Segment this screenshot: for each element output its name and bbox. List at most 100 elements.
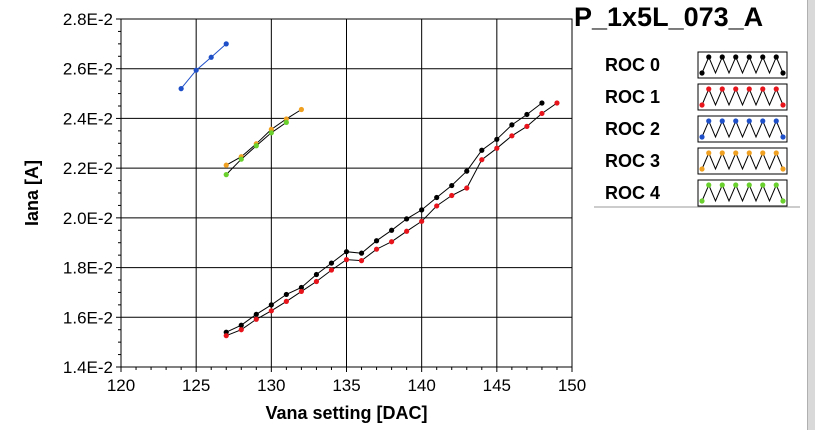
y-tick-label: 2.8E-2 — [63, 10, 113, 29]
series-1 — [223, 100, 560, 339]
data-point — [358, 258, 365, 264]
data-point — [238, 156, 244, 162]
data-point — [313, 271, 320, 278]
legend-label: ROC 4 — [605, 183, 660, 203]
data-point — [253, 143, 259, 149]
x-tick-label: 130 — [257, 376, 285, 395]
legend-swatch-marker — [780, 70, 786, 76]
data-point — [328, 260, 335, 266]
x-tick-label: 125 — [182, 376, 210, 395]
legend-swatch-line — [701, 183, 784, 203]
legend-swatch-marker — [699, 166, 705, 172]
legend-swatch-marker — [699, 198, 705, 204]
data-point — [178, 86, 184, 92]
legend-swatch-marker — [760, 150, 766, 156]
data-point — [298, 106, 304, 113]
data-point — [404, 216, 410, 222]
x-tick-label: 140 — [407, 376, 435, 395]
data-point — [434, 203, 440, 209]
legend-swatch-marker — [760, 182, 766, 188]
data-point — [223, 172, 229, 178]
x-tick-label: 120 — [107, 376, 135, 395]
legend-swatch-marker — [773, 150, 779, 156]
legend-item-roc-4[interactable]: ROC 4 — [605, 179, 788, 207]
legend-swatch-marker — [733, 118, 739, 124]
legend-swatch-marker — [780, 102, 786, 108]
data-point — [238, 322, 244, 328]
data-point — [479, 147, 485, 153]
data-point — [223, 41, 229, 47]
window-edge — [807, 0, 815, 430]
series-layer — [178, 41, 560, 339]
legend-swatch-marker — [746, 118, 752, 124]
legend-swatch-marker — [699, 70, 705, 76]
y-tick-label: 2.4E-2 — [63, 109, 113, 128]
legend-label: ROC 2 — [605, 119, 660, 139]
legend-swatch-marker — [733, 182, 739, 188]
series-4 — [223, 119, 289, 178]
data-point — [509, 122, 515, 128]
data-point — [253, 316, 259, 322]
data-point — [343, 257, 350, 263]
data-point — [464, 185, 470, 191]
data-point — [283, 298, 289, 304]
data-point — [208, 54, 214, 60]
data-point — [268, 308, 274, 314]
y-tick-label: 1.4E-2 — [63, 358, 113, 377]
legend-swatch-marker — [719, 118, 725, 124]
legend-swatch-marker — [773, 118, 779, 124]
y-axis-label: Iana [A] — [22, 160, 42, 226]
legend-item-roc-3[interactable]: ROC 3 — [605, 147, 788, 175]
data-point — [554, 100, 560, 106]
data-point — [389, 227, 395, 233]
legend-swatch-marker — [706, 118, 712, 124]
series-line — [225, 109, 302, 166]
data-point — [419, 218, 425, 224]
data-point — [479, 157, 485, 163]
legend-label: ROC 3 — [605, 151, 660, 171]
y-tick-label: 1.8E-2 — [63, 259, 113, 278]
legend-swatch-marker — [733, 150, 739, 156]
legend-swatch-marker — [706, 182, 712, 188]
legend-item-roc-0[interactable]: ROC 0 — [605, 51, 788, 79]
legend-swatch-marker — [760, 54, 766, 60]
legend-label: ROC 0 — [605, 55, 660, 75]
legend-swatch-marker — [746, 54, 752, 60]
legend-swatch-marker — [760, 86, 766, 92]
x-tick-label: 135 — [332, 376, 360, 395]
legend-swatch-marker — [706, 54, 712, 60]
series-0 — [223, 100, 545, 335]
x-tick-label: 150 — [558, 376, 586, 395]
legend-label: ROC 1 — [605, 87, 660, 107]
data-point — [223, 333, 229, 339]
data-point — [343, 249, 350, 255]
legend-swatch-marker — [746, 182, 752, 188]
legend-swatch-marker — [773, 54, 779, 60]
series-line — [180, 43, 227, 89]
legend-swatch-marker — [760, 118, 766, 124]
data-point — [268, 302, 274, 308]
data-point — [253, 311, 259, 317]
data-point — [539, 100, 545, 106]
x-axis-label: Vana setting [DAC] — [265, 403, 427, 423]
y-tick-label: 2.2E-2 — [63, 159, 113, 178]
legend-swatch-line — [701, 151, 784, 171]
legend-swatch-marker — [746, 86, 752, 92]
legend-swatch-line — [701, 119, 784, 139]
legend-item-roc-2[interactable]: ROC 2 — [605, 115, 788, 143]
data-point — [449, 192, 455, 199]
data-point — [494, 136, 500, 142]
data-point — [313, 278, 320, 285]
plot-border — [120, 18, 573, 368]
data-point — [283, 119, 289, 126]
data-point — [298, 288, 304, 295]
legend-swatch-marker — [733, 86, 739, 92]
y-tick-label: 1.6E-2 — [63, 308, 113, 327]
legend[interactable]: ROC 0 ROC 1 ROC 2 ROC 3 ROC 4 — [594, 44, 800, 208]
legend-swatch-marker — [773, 182, 779, 188]
legend-swatch-marker — [780, 134, 786, 140]
legend-item-roc-1[interactable]: ROC 1 — [605, 83, 788, 111]
legend-swatch-marker — [719, 54, 725, 60]
data-point — [419, 207, 425, 213]
